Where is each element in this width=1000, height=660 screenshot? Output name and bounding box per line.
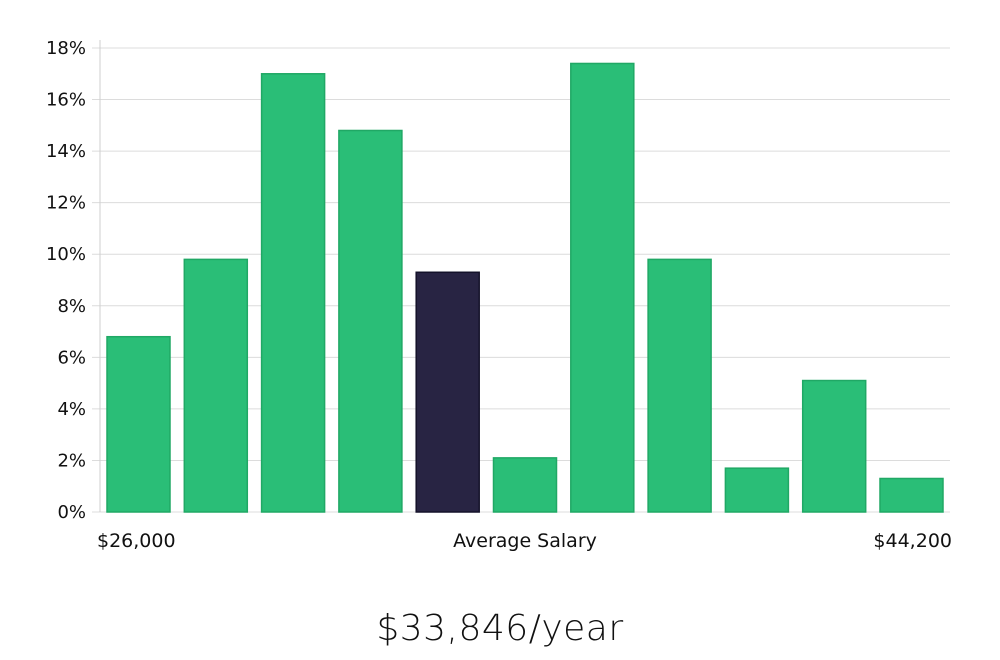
bars — [106, 62, 944, 513]
bar — [647, 258, 712, 513]
y-axis-tick-labels: 0% 2% 4% 6% 8% 10% 12% 14% 16% 18% — [46, 38, 86, 523]
bar — [183, 258, 249, 513]
bar — [492, 457, 558, 513]
bar — [879, 477, 944, 513]
y-tick-label: 6% — [57, 347, 86, 368]
bar — [570, 62, 635, 513]
x-axis-max-label: $44,200 — [873, 530, 952, 552]
bar — [338, 129, 403, 513]
y-tick-label: 4% — [57, 399, 86, 420]
y-tick-label: 12% — [46, 193, 86, 214]
y-tick-label: 2% — [57, 450, 86, 471]
x-axis-min-label: $26,000 — [97, 530, 176, 552]
salary-histogram: 0% 2% 4% 6% 8% 10% 12% 14% 16% 18% $26,000 Averag… — [46, 38, 952, 552]
y-tick-label: 8% — [57, 296, 86, 317]
bar — [260, 73, 326, 513]
bar — [801, 379, 867, 513]
bar — [724, 467, 790, 513]
y-tick-label: 16% — [46, 90, 86, 111]
x-axis-title: Average Salary — [453, 530, 597, 552]
y-tick-label: 18% — [46, 38, 86, 59]
bar-highlighted-average — [415, 271, 480, 513]
y-tick-label: 10% — [46, 244, 86, 265]
y-tick-label: 14% — [46, 141, 86, 162]
average-salary-headline: $33,846/year — [376, 608, 624, 649]
bar — [106, 335, 171, 513]
y-tick-label: 0% — [57, 502, 86, 523]
